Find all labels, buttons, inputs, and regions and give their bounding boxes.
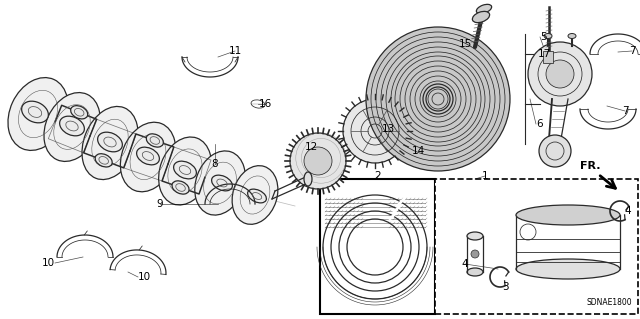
- Text: 7: 7: [628, 46, 636, 56]
- Circle shape: [366, 27, 510, 171]
- Ellipse shape: [568, 33, 576, 39]
- Ellipse shape: [136, 147, 159, 165]
- Text: 8: 8: [212, 159, 218, 169]
- Ellipse shape: [173, 161, 196, 179]
- Text: FR.: FR.: [580, 161, 600, 171]
- Text: 1: 1: [482, 171, 488, 181]
- Text: 3: 3: [502, 282, 508, 292]
- Ellipse shape: [82, 107, 138, 180]
- Text: 4: 4: [625, 206, 631, 216]
- Ellipse shape: [8, 78, 68, 151]
- Ellipse shape: [467, 232, 483, 240]
- Ellipse shape: [22, 101, 49, 123]
- Ellipse shape: [467, 268, 483, 276]
- Text: 11: 11: [228, 46, 242, 56]
- Ellipse shape: [95, 154, 112, 167]
- Text: 2: 2: [374, 171, 381, 181]
- Text: 6: 6: [536, 119, 543, 129]
- Ellipse shape: [516, 205, 620, 225]
- Text: 10: 10: [138, 272, 151, 282]
- Ellipse shape: [476, 4, 492, 14]
- Ellipse shape: [120, 122, 175, 192]
- Ellipse shape: [232, 166, 278, 224]
- Ellipse shape: [172, 181, 189, 194]
- Ellipse shape: [304, 172, 312, 186]
- Circle shape: [304, 147, 332, 175]
- Ellipse shape: [70, 106, 88, 119]
- Ellipse shape: [544, 33, 552, 39]
- Ellipse shape: [516, 259, 620, 279]
- Ellipse shape: [159, 137, 211, 205]
- Text: 16: 16: [259, 99, 271, 109]
- Text: 9: 9: [157, 199, 163, 209]
- Text: SDNAE1800: SDNAE1800: [586, 298, 632, 307]
- Circle shape: [471, 250, 479, 258]
- Bar: [435, 179, 638, 314]
- Ellipse shape: [195, 151, 245, 215]
- Text: 15: 15: [458, 39, 472, 49]
- Ellipse shape: [248, 189, 266, 203]
- Circle shape: [539, 135, 571, 167]
- Ellipse shape: [147, 134, 163, 147]
- Ellipse shape: [60, 116, 84, 136]
- Text: 5: 5: [540, 32, 547, 42]
- Text: 17: 17: [538, 49, 551, 59]
- Text: 14: 14: [412, 146, 425, 156]
- Ellipse shape: [44, 93, 100, 161]
- Text: 4: 4: [461, 259, 468, 269]
- Ellipse shape: [212, 175, 232, 191]
- Circle shape: [528, 42, 592, 106]
- Circle shape: [290, 133, 346, 189]
- Text: 10: 10: [42, 258, 55, 268]
- Circle shape: [546, 60, 574, 88]
- Circle shape: [343, 99, 407, 163]
- Text: 12: 12: [305, 142, 318, 152]
- Text: 13: 13: [382, 124, 396, 134]
- Ellipse shape: [98, 132, 122, 152]
- Text: 7: 7: [621, 106, 628, 116]
- Ellipse shape: [472, 11, 490, 23]
- Bar: [320, 179, 435, 314]
- Bar: [543, 51, 553, 63]
